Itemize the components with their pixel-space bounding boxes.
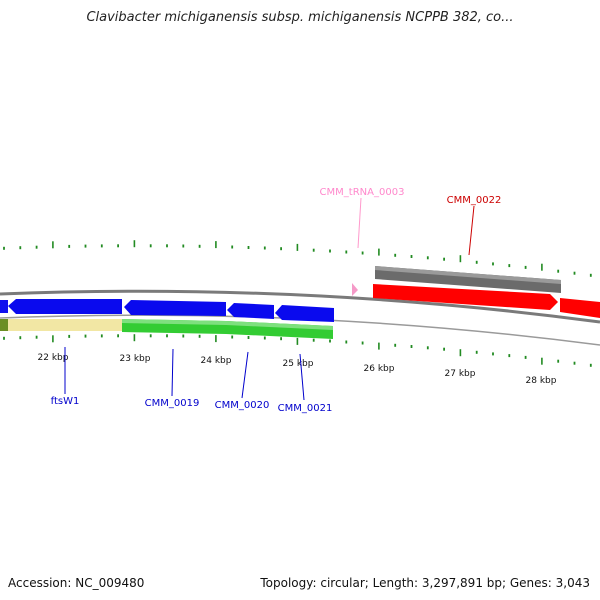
feature-label-CMM_0022: CMM_0022 — [447, 195, 502, 206]
scale-label: 24 kbp — [201, 356, 232, 366]
cds-ftsW1-arrow — [8, 299, 122, 314]
label-leaders — [64, 197, 475, 401]
scale-label: 27 kbp — [445, 369, 476, 379]
feature-label-ftsW1: ftsW1 — [51, 396, 80, 407]
leader-CMM_0019 — [171, 348, 174, 397]
trna-CMM_tRNA_0003 — [352, 283, 358, 296]
gray-feature-bar-top — [375, 266, 561, 284]
scale-label: 26 kbp — [364, 364, 395, 374]
leader-CMM_0021 — [299, 353, 305, 401]
reverse-cds-track — [0, 299, 334, 322]
leader-CMM_0022 — [468, 205, 475, 256]
scale-label: 23 kbp — [120, 354, 151, 364]
leader-CMM_0020 — [241, 351, 249, 399]
cds-CMM_0020 — [227, 303, 274, 319]
gc-segment-dark — [0, 319, 8, 331]
gc-segment-high-top — [122, 319, 333, 330]
backbone-outer — [0, 289, 600, 324]
scale-label: 22 kbp — [38, 353, 69, 363]
feature-label-CMM_0019: CMM_0019 — [145, 398, 200, 409]
gc-content-track — [0, 319, 333, 339]
cds-next-forward — [560, 298, 600, 318]
scale-labels: 22 kbp 23 kbp 24 kbp 25 kbp 26 kbp 27 kb… — [38, 353, 557, 386]
cds-CMM_0021 — [275, 305, 334, 322]
inner-tick-ring — [3, 334, 592, 367]
gc-segment-low — [0, 319, 122, 331]
outer-tick-ring — [3, 240, 592, 277]
leader-CMM_tRNA_0003 — [357, 197, 362, 249]
scale-label: 28 kbp — [526, 376, 557, 386]
scale-label: 25 kbp — [283, 359, 314, 369]
topology-summary: Topology: circular; Length: 3,297,891 bp… — [260, 576, 590, 590]
cds-CMM_0022 — [373, 284, 558, 310]
cds-CMM_0019 — [124, 300, 226, 316]
cds-ftsW1 — [0, 300, 8, 313]
feature-labels: ftsW1 CMM_0019 CMM_0020 CMM_0021 CMM_tRN… — [51, 187, 502, 414]
accession-text: Accession: NC_009480 — [8, 576, 145, 590]
feature-label-CMM_0020: CMM_0020 — [215, 400, 270, 411]
feature-label-CMM_tRNA_0003: CMM_tRNA_0003 — [320, 187, 405, 198]
map-title: Clavibacter michiganensis subsp. michiga… — [86, 10, 514, 25]
feature-label-CMM_0021: CMM_0021 — [278, 403, 333, 414]
